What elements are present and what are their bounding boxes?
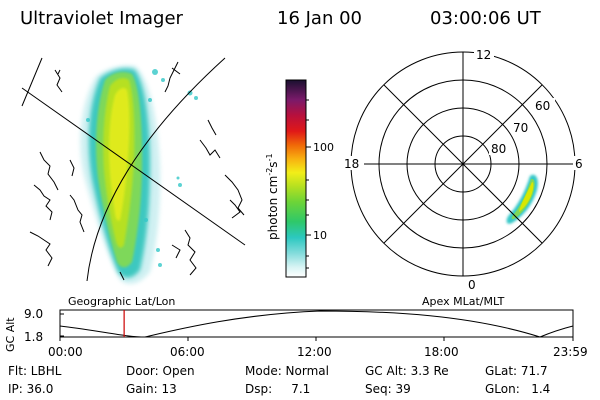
seq-info: Seq: 39 [365,382,411,396]
map-grid [21,57,246,282]
mode-info: Mode: Normal [245,364,329,378]
time-label: 03:00:06 UT [430,8,541,29]
app-title: Ultraviolet Imager [20,8,183,29]
date-label: 16 Jan 00 [277,8,362,29]
mlt-label-0: 0 [468,278,476,292]
gc-alt-axis-label: GC Alt [4,317,17,352]
apex-label: Apex MLat/MLT [422,295,505,308]
lat-label-60: 60 [535,99,550,113]
colorbar-tick-10: 10 [313,229,327,242]
altitude-plot [59,309,574,341]
polar-plot: 12 18 6 0 60 70 80 [342,47,585,292]
dsp-info: Dsp: 7.1 [245,382,311,396]
mlt-label-6: 6 [575,157,583,171]
xtick-0000: 00:00 [48,345,83,359]
ytick-9: 9.0 [24,307,44,321]
geographic-map [21,57,246,284]
xtick-0600: 06:00 [170,345,205,359]
xtick-1200: 12:00 [297,345,332,359]
gain-info: Gain: 13 [126,382,177,396]
glat-info: GLat: 71.7 [485,364,548,378]
gc-alt-info: GC Alt: 3.3 Re [365,364,449,378]
lat-label-80: 80 [491,142,506,156]
door-info: Door: Open [126,364,195,378]
ytick-1-8: 1.8 [24,330,44,344]
ip-info: IP: 36.0 [8,382,54,396]
filter-info: Flt: LBHL [8,364,62,378]
lat-label-70: 70 [513,121,528,135]
colorbar-label: photon cm-2s-1 [265,153,280,240]
xtick-1800: 18:00 [424,345,459,359]
coastlines [29,61,245,281]
mlt-label-18: 18 [344,157,359,171]
aurora-band [80,65,198,284]
altitude-curve [59,310,574,338]
colorbar: 100 10 photon cm-2s-1 [265,79,334,278]
geographic-label: Geographic Lat/Lon [68,295,176,308]
mlt-label-12: 12 [476,48,491,62]
colorbar-tick-100: 100 [313,141,334,154]
xtick-2359: 23:59 [553,345,588,359]
glon-info: GLon: 1.4 [485,382,551,396]
